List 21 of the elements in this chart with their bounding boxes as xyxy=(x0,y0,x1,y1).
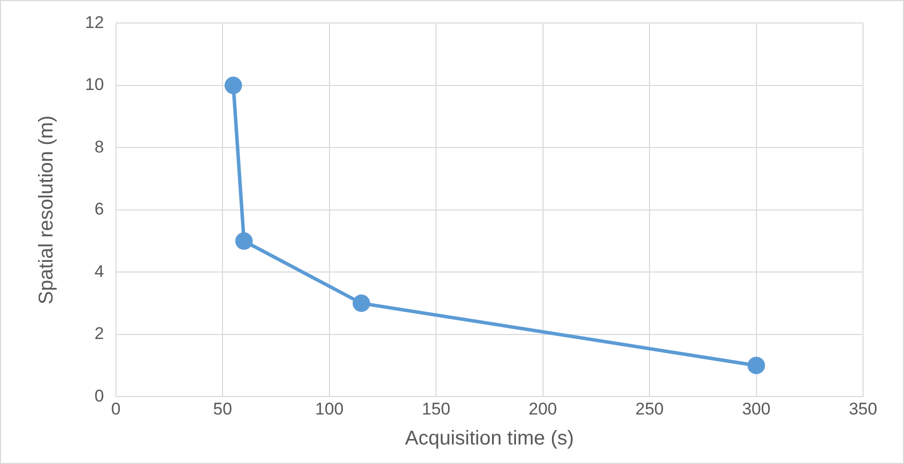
y-axis-title: Spatial resolution (m) xyxy=(36,115,58,304)
y-tick-label: 12 xyxy=(84,12,104,32)
x-tick-label: 300 xyxy=(742,399,770,418)
x-tick-label: 100 xyxy=(315,399,344,418)
point xyxy=(224,76,242,94)
y-tick-label: 8 xyxy=(94,137,104,156)
x-axis-title: Acquisition time (s) xyxy=(404,428,574,450)
y-tick-label: 2 xyxy=(94,324,104,344)
y-tick-label: 4 xyxy=(94,262,104,281)
x-tick-label: 50 xyxy=(213,399,232,418)
point xyxy=(235,232,253,250)
y-tick-label: 10 xyxy=(84,75,104,94)
x-tick-label: 150 xyxy=(422,399,450,418)
x-tick-label: 200 xyxy=(528,399,558,418)
x-tick-label: 0 xyxy=(111,399,121,418)
point xyxy=(748,356,766,374)
y-tick-label: 6 xyxy=(94,200,104,219)
y-tick-label: 0 xyxy=(94,386,104,406)
point xyxy=(352,294,370,312)
x-tick-label: 350 xyxy=(848,399,878,418)
x-tick-label: 250 xyxy=(635,399,664,418)
